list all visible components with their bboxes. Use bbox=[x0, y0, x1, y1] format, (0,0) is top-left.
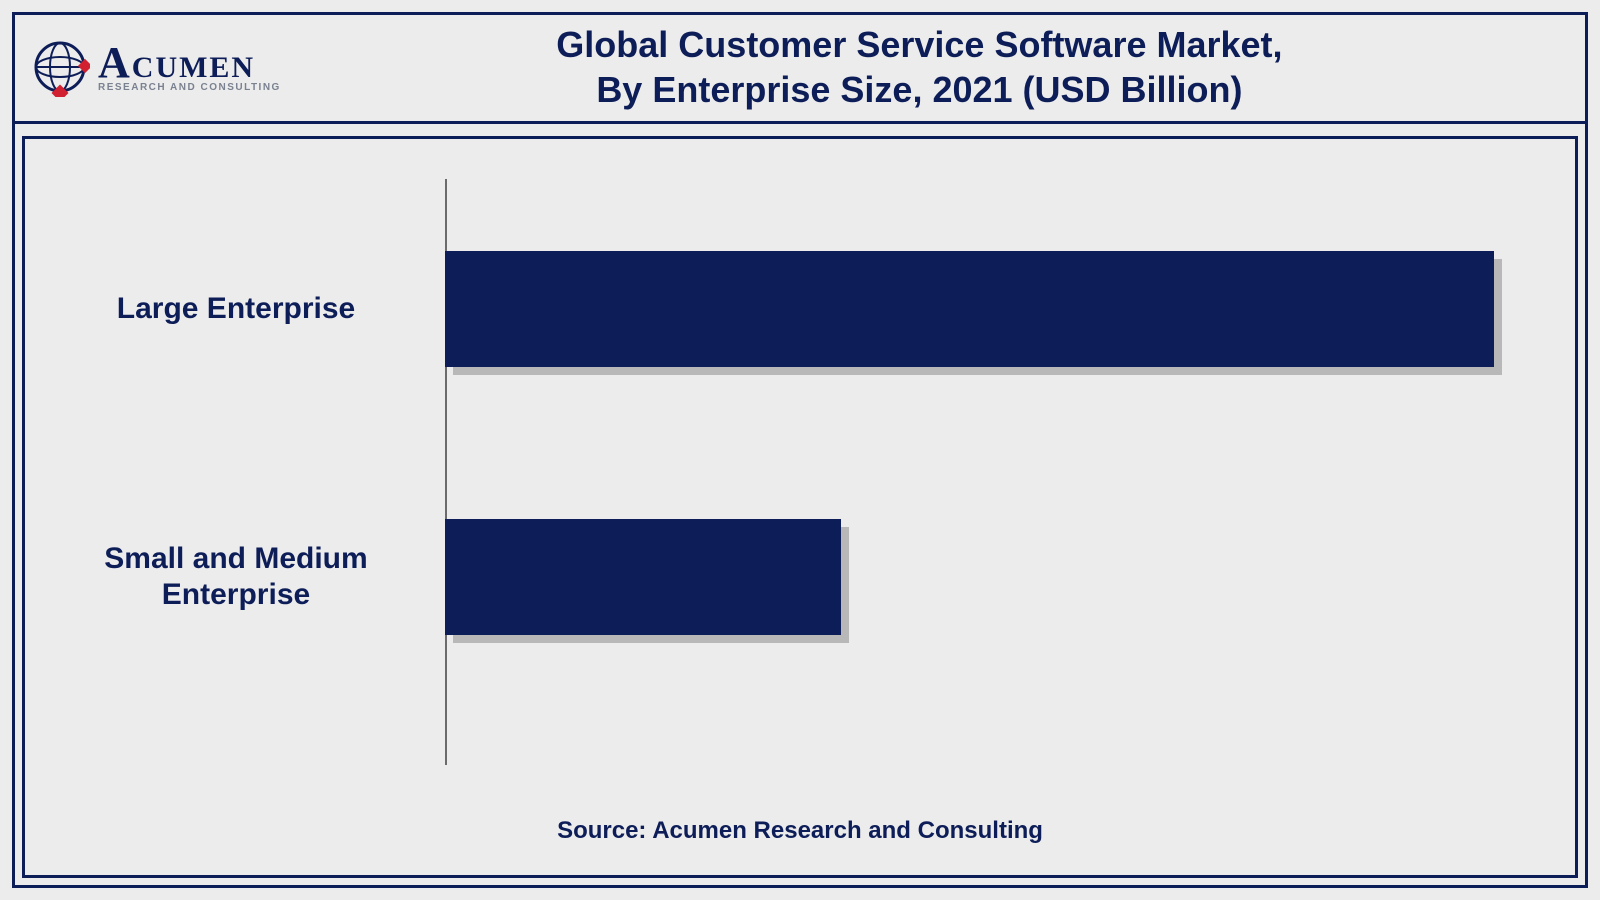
category-label: Small and MediumEnterprise bbox=[45, 541, 445, 613]
category-label: Large Enterprise bbox=[45, 291, 445, 327]
bar-row: Large Enterprise bbox=[445, 251, 1515, 367]
brand-text: ACUMEN RESEARCH AND CONSULTING bbox=[98, 41, 281, 93]
brand-name-rest: CUMEN bbox=[132, 51, 255, 84]
chart-frame: Large Enterprise Small and MediumEnterpri… bbox=[22, 136, 1578, 878]
bar bbox=[445, 519, 841, 635]
brand-logo: ACUMEN RESEARCH AND CONSULTING bbox=[30, 37, 281, 97]
brand-name-initial: A bbox=[98, 38, 132, 87]
chart-title: Global Customer Service Software Market,… bbox=[311, 22, 1588, 112]
brand-tagline: RESEARCH AND CONSULTING bbox=[98, 83, 281, 93]
bar bbox=[445, 251, 1494, 367]
chart-title-line-2: By Enterprise Size, 2021 (USD Billion) bbox=[311, 67, 1528, 112]
bar-face bbox=[445, 519, 841, 635]
chart-title-line-1: Global Customer Service Software Market, bbox=[311, 22, 1528, 67]
header: ACUMEN RESEARCH AND CONSULTING Global Cu… bbox=[12, 12, 1588, 124]
brand-name: ACUMEN bbox=[98, 41, 281, 85]
plot-area: Large Enterprise Small and MediumEnterpri… bbox=[445, 179, 1515, 765]
source-text: Source: Acumen Research and Consulting bbox=[25, 817, 1575, 845]
page: ACUMEN RESEARCH AND CONSULTING Global Cu… bbox=[0, 0, 1600, 900]
bar-row: Small and MediumEnterprise bbox=[445, 519, 1515, 635]
bar-face bbox=[445, 251, 1494, 367]
globe-icon bbox=[30, 37, 90, 97]
